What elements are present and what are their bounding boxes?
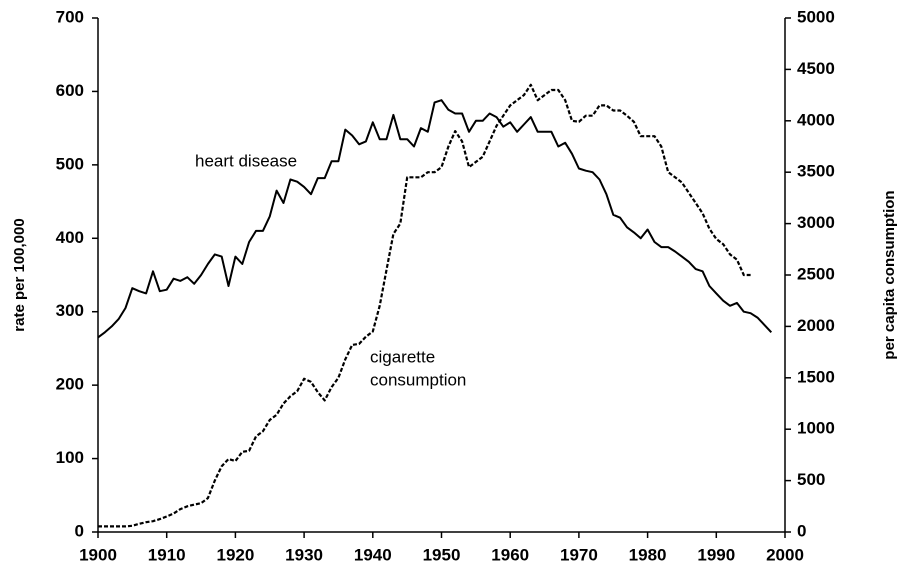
y2-tick-label: 1500	[797, 367, 835, 386]
y-tick-label: 400	[56, 228, 84, 247]
y2-tick-label: 3500	[797, 162, 835, 181]
x-tick-label: 1950	[423, 545, 461, 564]
line-series	[97, 99, 773, 339]
y2-tick-label: 2500	[797, 264, 835, 283]
x-tick-label: 1970	[560, 545, 598, 564]
y2-tick-label: 4500	[797, 59, 835, 78]
y2-tick-label: 5000	[797, 7, 835, 26]
y2-tick-label: 1000	[797, 419, 835, 438]
x-tick-label: 2000	[766, 545, 804, 564]
annotation: cigarette	[370, 347, 435, 366]
line-series	[98, 83, 751, 528]
y2-tick-label: 4000	[797, 110, 835, 129]
x-tick-label: 1910	[148, 545, 186, 564]
annotation: consumption	[370, 370, 466, 389]
x-tick-label: 1990	[697, 545, 735, 564]
annotation: heart disease	[195, 151, 297, 170]
y2-tick-label: 0	[797, 521, 806, 540]
y2-tick-label: 3000	[797, 213, 835, 232]
y-tick-label: 500	[56, 154, 84, 173]
y2-axis-title: per capita consumption	[881, 190, 898, 359]
y-axis-title: rate per 100,000	[11, 218, 28, 331]
x-tick-label: 1900	[79, 545, 117, 564]
y-tick-label: 200	[56, 375, 84, 394]
x-tick-label: 1930	[285, 545, 323, 564]
y-tick-label: 100	[56, 448, 84, 467]
y2-tick-label: 2000	[797, 316, 835, 335]
y2-tick-label: 500	[797, 470, 825, 489]
y-tick-label: 700	[56, 7, 84, 26]
x-tick-label: 1920	[216, 545, 254, 564]
x-tick-label: 1960	[491, 545, 529, 564]
y-tick-label: 600	[56, 81, 84, 100]
x-tick-label: 1940	[354, 545, 392, 564]
y-tick-label: 0	[75, 521, 84, 540]
x-tick-label: 1980	[629, 545, 667, 564]
y-tick-label: 300	[56, 301, 84, 320]
